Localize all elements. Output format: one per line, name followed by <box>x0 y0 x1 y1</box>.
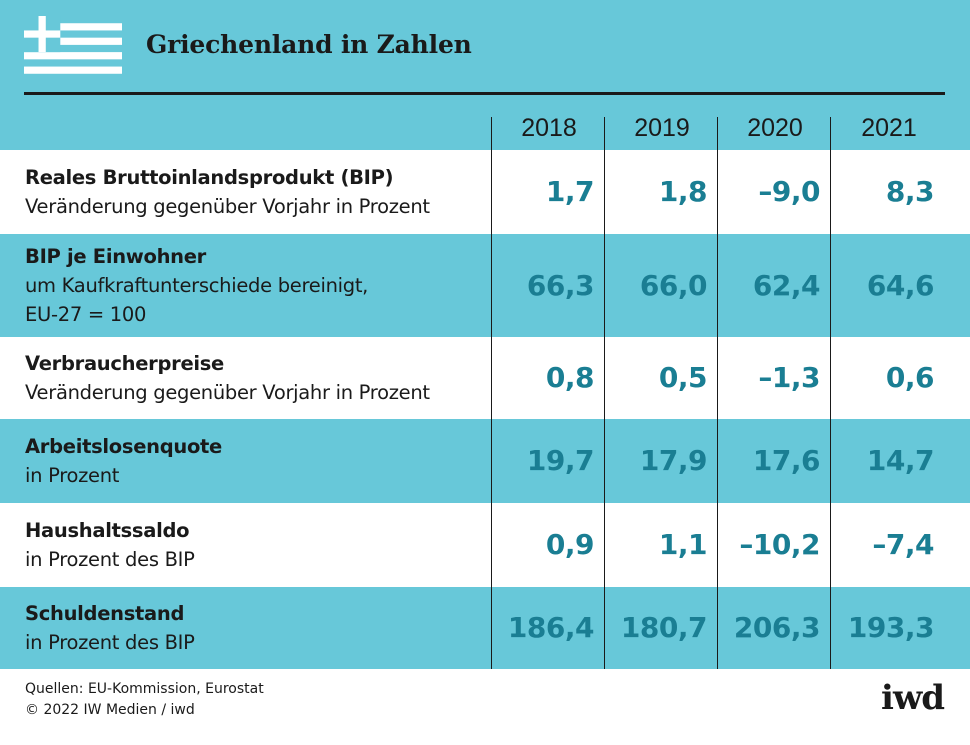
row-label: BIP je Einwohner um Kaufkraftunterschiede… <box>25 242 368 329</box>
row-title: Reales Bruttoinlandsprodukt (BIP) <box>25 166 394 189</box>
column-header-2020: 2020 <box>747 114 803 142</box>
iwd-logo: iwd <box>881 678 945 718</box>
row-title: Arbeitslosenquote <box>25 435 222 458</box>
copyright-text: © 2022 IW Medien / iwd <box>25 702 195 718</box>
value-cell-2020: 206,3 <box>733 611 821 644</box>
table-row: Haushaltssaldo in Prozent des BIP 0,9 1,1 –1… <box>0 503 970 587</box>
row-label: Schuldenstand in Prozent des BIP <box>25 599 195 657</box>
value-cell-2018: 186,4 <box>507 611 595 644</box>
value-cell-2018: 1,7 <box>545 175 595 208</box>
column-divider <box>604 117 605 669</box>
table-row: BIP je Einwohner um Kaufkraftunterschiede… <box>0 234 970 337</box>
source-text: Quellen: EU-Kommission, Eurostat <box>25 681 264 697</box>
table-row: Arbeitslosenquote in Prozent 19,7 17,9 17,6 1… <box>0 419 970 503</box>
value-cell-2020: 17,6 <box>752 444 821 477</box>
row-subtitle: Veränderung gegenüber Vorjahr in Prozent <box>25 381 430 404</box>
value-cell-2018: 66,3 <box>526 269 595 302</box>
value-cell-2019: 0,5 <box>658 361 708 394</box>
value-cell-2020: –9,0 <box>758 175 820 208</box>
row-title: Verbraucherpreise <box>25 352 224 375</box>
value-cell-2020: 62,4 <box>752 269 821 302</box>
value-cell-2019: 17,9 <box>639 444 708 477</box>
value-cell-2021: 8,3 <box>885 175 935 208</box>
greek-flag-icon <box>24 16 122 81</box>
row-label: Reales Bruttoinlandsprodukt (BIP) Verände… <box>25 163 430 221</box>
table-row: Schuldenstand in Prozent des BIP 186,4 180,… <box>0 587 970 669</box>
row-label: Arbeitslosenquote in Prozent <box>25 432 222 490</box>
row-label: Verbraucherpreise Veränderung gegenüber V… <box>25 349 430 407</box>
value-cell-2019: 66,0 <box>639 269 708 302</box>
value-cell-2020: –10,2 <box>739 528 820 561</box>
row-subtitle: Veränderung gegenüber Vorjahr in Prozent <box>25 195 430 218</box>
value-cell-2019: 1,8 <box>658 175 708 208</box>
row-subtitle: EU-27 = 100 <box>25 303 147 326</box>
source-note: Quellen: EU-Kommission, Eurostat © 2022 … <box>25 679 264 721</box>
row-subtitle: um Kaufkraftunterschiede bereinigt, <box>25 274 369 297</box>
value-cell-2020: –1,3 <box>758 361 820 394</box>
row-label: Haushaltssaldo in Prozent des BIP <box>25 516 195 574</box>
row-subtitle: in Prozent <box>25 464 120 487</box>
page-title: Griechenland in Zahlen <box>146 30 472 59</box>
column-divider <box>491 117 492 669</box>
column-header-2021: 2021 <box>861 114 917 142</box>
value-cell-2021: –7,4 <box>872 528 934 561</box>
column-header-2019: 2019 <box>634 114 690 142</box>
row-title: BIP je Einwohner <box>25 245 207 268</box>
title-rule <box>24 92 945 95</box>
table-row: Verbraucherpreise Veränderung gegenüber V… <box>0 337 970 419</box>
column-header-2018: 2018 <box>521 114 577 142</box>
value-cell-2021: 193,3 <box>847 611 935 644</box>
row-subtitle: in Prozent des BIP <box>25 631 195 654</box>
column-divider <box>717 117 718 669</box>
header-band: Griechenland in Zahlen 2018 2019 2020 20… <box>0 0 970 150</box>
row-subtitle: in Prozent des BIP <box>25 548 195 571</box>
value-cell-2021: 14,7 <box>866 444 935 477</box>
value-cell-2018: 0,8 <box>545 361 595 394</box>
value-cell-2019: 180,7 <box>620 611 708 644</box>
value-cell-2018: 19,7 <box>526 444 595 477</box>
table-row: Reales Bruttoinlandsprodukt (BIP) Verände… <box>0 150 970 234</box>
row-title: Haushaltssaldo <box>25 519 190 542</box>
column-divider <box>830 117 831 669</box>
value-cell-2019: 1,1 <box>658 528 708 561</box>
value-cell-2021: 0,6 <box>885 361 935 394</box>
row-title: Schuldenstand <box>25 602 185 625</box>
value-cell-2018: 0,9 <box>545 528 595 561</box>
value-cell-2021: 64,6 <box>866 269 935 302</box>
